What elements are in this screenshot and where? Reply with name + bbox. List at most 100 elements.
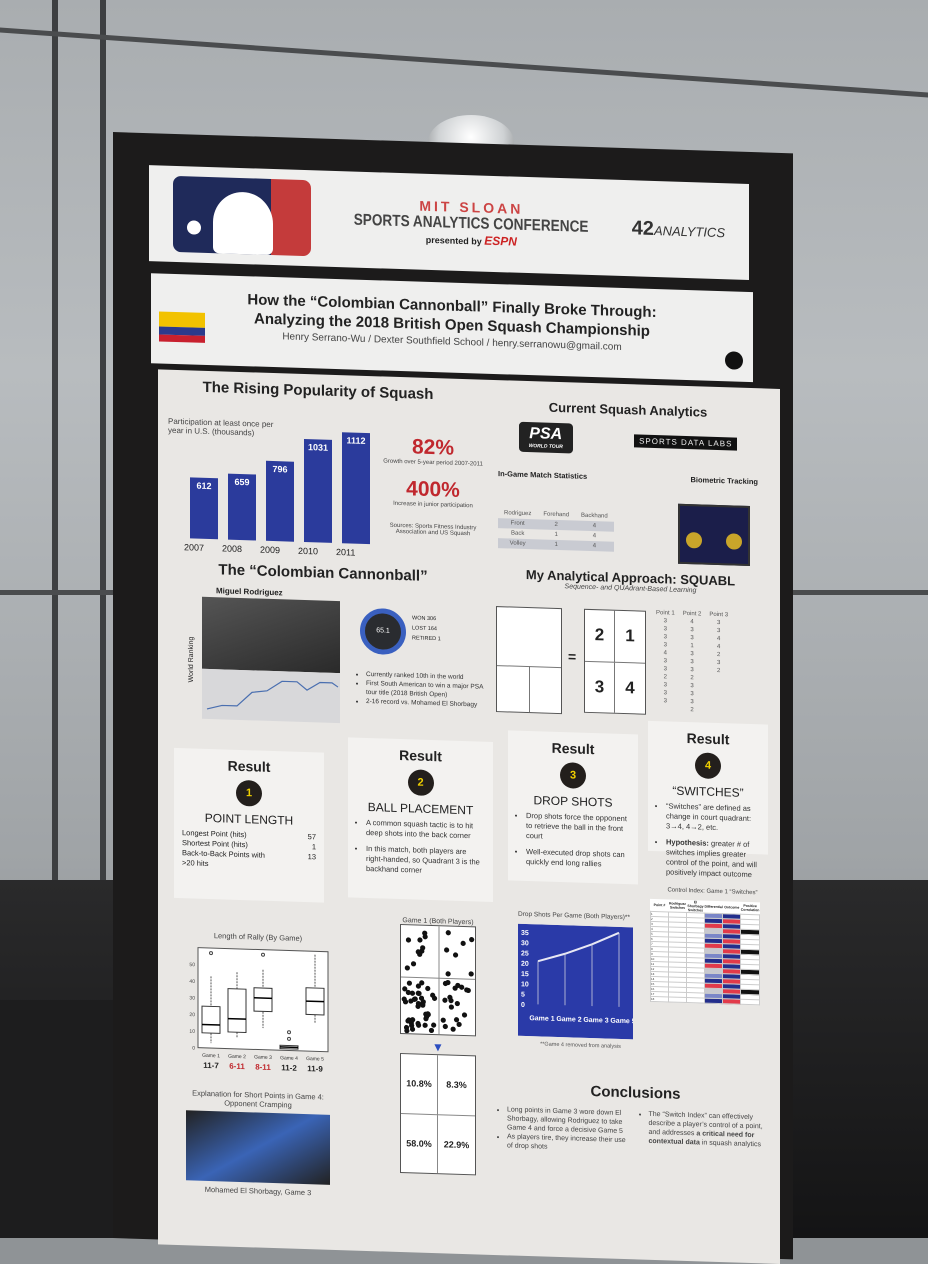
shot-point xyxy=(410,961,417,967)
y-tick-label: 50 xyxy=(189,962,195,968)
quadrant-percent: 22.9% xyxy=(443,1139,470,1150)
shot-point xyxy=(428,1027,435,1034)
y-tick-label: 0 xyxy=(521,1002,525,1009)
shot-point xyxy=(405,937,412,943)
control-index-section: Control Index: Game 1 “Switches” Point #… xyxy=(650,887,775,1006)
squash-ball-badge-icon: 1 xyxy=(236,779,262,807)
x-tick-label: Game 2 xyxy=(556,1016,581,1024)
chart-background xyxy=(518,923,633,1040)
column-header: Positive Correlation xyxy=(740,903,760,913)
subheading: In-Game Match Statistics xyxy=(498,469,588,481)
shot-point xyxy=(452,952,459,958)
junior-stat: 400% xyxy=(406,477,460,502)
shot-point xyxy=(450,1026,456,1032)
bar-tick-label: 2011 xyxy=(336,547,356,558)
bar: 1112 xyxy=(342,432,370,545)
popularity-section: The Rising Popularity of Squash Particip… xyxy=(168,378,483,558)
y-tick-label: 40 xyxy=(189,979,195,985)
shot-point xyxy=(416,1022,422,1028)
shot-point xyxy=(459,984,465,990)
game-score: 11-9 xyxy=(307,1064,323,1074)
result-card-2: Result 2 BALL PLACEMENT A common squash … xyxy=(348,737,493,902)
chart-title: Control Index: Game 1 “Switches” xyxy=(667,887,758,897)
sponsor-header: MIT SLOAN SPORTS ANALYTICS CONFERENCE pr… xyxy=(149,165,749,280)
result-bullets: Drop shots force the opponent to retriev… xyxy=(516,811,630,871)
squash-ball-badge-icon: 2 xyxy=(407,769,434,797)
box xyxy=(227,988,247,1034)
placement-section: Game 1 (Both Players) ▼ 10.8% 8.3% 58.0%… xyxy=(388,917,488,1176)
shot-point xyxy=(442,1023,448,1030)
column-header: Outcome xyxy=(724,905,740,910)
shot-point xyxy=(469,936,475,943)
median-line xyxy=(280,1046,298,1049)
shot-point xyxy=(448,1004,454,1010)
quadrant-3: 3 xyxy=(585,661,615,713)
sloan-logo: MIT SLOAN SPORTS ANALYTICS CONFERENCE pr… xyxy=(333,195,609,252)
shot-point xyxy=(445,971,451,977)
sports-data-labs-logo: SPORTS DATA LABS xyxy=(634,433,738,451)
bar-tick-label: 2008 xyxy=(222,543,243,555)
espn-logo: ESPN xyxy=(484,233,517,249)
bar: 1031 xyxy=(304,438,332,543)
popularity-stats: 82% Growth over 5-year period 2007-2011 … xyxy=(383,434,483,537)
shot-point xyxy=(440,1017,446,1023)
x-tick-label: Game 1 xyxy=(202,1053,220,1060)
current-analytics-section: Current Squash Analytics PSA WORLD TOUR S… xyxy=(488,398,768,567)
section-heading: Current Squash Analytics xyxy=(548,399,708,420)
quadrant-4: 4 xyxy=(625,677,635,698)
bar: 659 xyxy=(228,473,256,541)
y-tick-label: 20 xyxy=(189,1012,195,1018)
section-heading: Conclusions xyxy=(590,1083,681,1103)
quadrant-percent: 10.8% xyxy=(401,1054,438,1115)
shot-point xyxy=(408,998,414,1004)
y-tick-label: 10 xyxy=(521,981,529,988)
shot-point xyxy=(420,1002,426,1008)
shot-point xyxy=(406,980,412,986)
shot-placement-scatter xyxy=(400,924,477,1037)
bar: 612 xyxy=(190,477,218,540)
column-header: Point # xyxy=(653,902,666,908)
shot-point xyxy=(456,1021,462,1028)
shot-point xyxy=(404,1028,410,1034)
shot-point xyxy=(419,948,425,954)
axis-label: World Ranking xyxy=(188,636,195,683)
42-analytics-logo: 42ANALYTICS xyxy=(632,217,725,243)
bar-tick-label: 2007 xyxy=(184,542,205,553)
result-title: BALL PLACEMENT xyxy=(367,800,474,818)
shot-point xyxy=(401,996,407,1002)
chart-title: Explanation for Short Points in Game 4: … xyxy=(192,1088,324,1110)
player-photo xyxy=(202,596,340,674)
conclusions-left: Long points in Game 3 wore down El Shorb… xyxy=(498,1105,632,1154)
result-title: “SWITCHES” xyxy=(672,783,744,800)
result-heading: Result xyxy=(227,757,271,775)
poster-board: MIT SLOAN SPORTS ANALYTICS CONFERENCE pr… xyxy=(113,132,793,1264)
shot-point xyxy=(468,971,474,977)
sources: Sources: Sports Fitness Industry Associa… xyxy=(389,522,477,538)
squash-ball-badge-icon: 3 xyxy=(560,762,586,789)
equals-sign: = xyxy=(568,648,577,665)
wall-seam xyxy=(100,0,106,880)
shot-point xyxy=(430,992,436,998)
result-card-4: Result 4 “SWITCHES” “Switches” are defin… xyxy=(648,720,768,879)
win-rate-donut: 65.1 xyxy=(360,607,406,656)
control-index-table: Point # Rodriguez Switches El Shorbagy Swi… xyxy=(650,898,760,1006)
cramping-photo xyxy=(186,1110,330,1185)
court-diagram xyxy=(496,606,562,715)
quadrant-percent: 58.0% xyxy=(401,1113,438,1174)
column-header: El Shorbagy Switches xyxy=(687,900,704,913)
section-heading: The Rising Popularity of Squash xyxy=(202,378,434,404)
quadrant-percent: 8.3% xyxy=(438,1055,475,1116)
wall-seam xyxy=(52,0,58,1000)
title-banner: How the “Colombian Cannonball” Finally B… xyxy=(151,273,753,383)
median-line xyxy=(254,997,272,1000)
y-tick-label: 20 xyxy=(521,961,529,968)
shot-point xyxy=(415,983,422,989)
result-heading: Result xyxy=(686,730,730,748)
logo-num: 42 xyxy=(631,216,654,240)
result-bullets: A common squash tactic is to hit deep sh… xyxy=(356,818,485,878)
shot-point xyxy=(416,990,422,997)
record-legend: WON 306 LOST 164 RETIRED 1 xyxy=(412,615,441,643)
